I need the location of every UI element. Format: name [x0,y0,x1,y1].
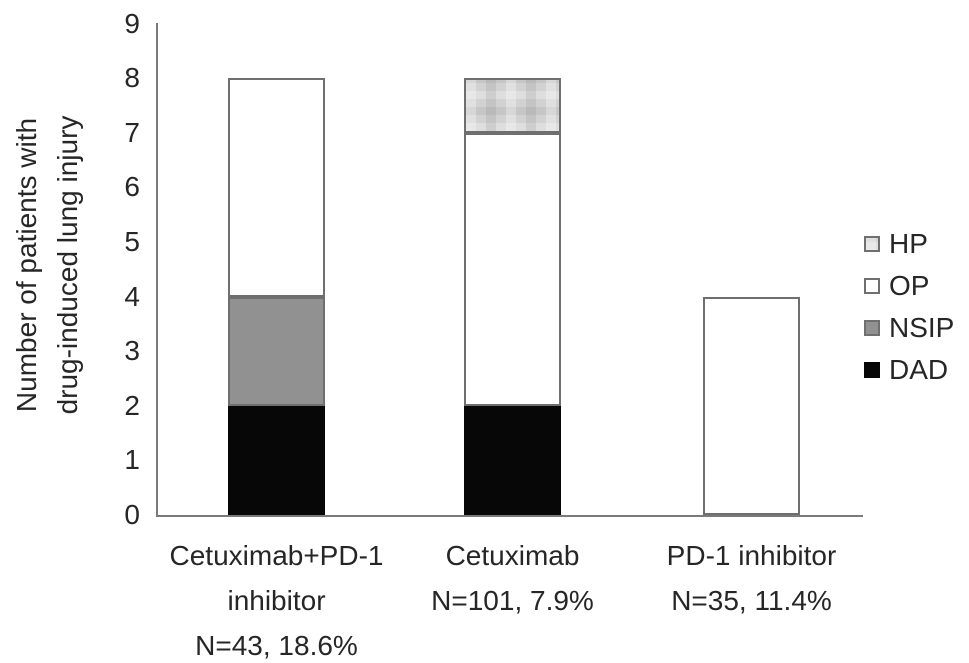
y-tick-label-5: 5 [124,226,140,257]
y-axis-title-line2: drug-induced lung injury [52,115,83,415]
category-label-line: N=43, 18.6% [195,630,358,661]
legend-item-op: OP [864,270,929,302]
category-label-1: Cetuximab N=101, 7.9% [348,533,678,623]
y-axis-title-line1: Number of patients with [11,117,42,413]
bar-segment-op [228,78,325,297]
bar-segment-hp [464,78,561,133]
category-label-0: Cetuximab+PD-1 inhibitor N=43, 18.6% [112,533,442,663]
legend-label: OP [889,270,930,301]
legend-label: DAD [889,354,949,385]
y-axis-line [156,23,158,517]
y-tick-label-0: 0 [124,499,140,530]
bar-segment-dad [464,405,561,515]
y-tick-label-3: 3 [124,335,140,367]
legend-label: NSIP [889,312,955,343]
bar-segment-dad [228,405,325,515]
category-label-line: Cetuximab+PD-1 [169,540,384,571]
legend-swatch-hp [864,236,880,252]
y-tick-label-6: 6 [124,171,140,203]
category-label-line: inhibitor [227,585,326,616]
y-tick-label-1: 1 [124,444,140,476]
y-tick-label-9: 9 [124,7,140,39]
category-label-2: PD-1 inhibitor N=35, 11.4% [587,533,917,623]
legend-item-dad: DAD [864,354,948,386]
legend-label: HP [889,228,928,259]
y-tick-label-8: 8 [124,62,140,94]
legend-item-hp: HP [864,228,928,260]
category-label-line: N=35, 11.4% [671,585,832,616]
category-label-line: N=101, 7.9% [431,585,594,616]
bar-segment-op [703,296,800,515]
bar-segment-nsip [228,296,325,406]
y-tick-label-4: 4 [124,280,140,312]
y-axis-title: Number of patients with drug-induced lun… [6,116,88,415]
legend-swatch-nsip [864,320,880,336]
x-axis-line [156,515,863,517]
category-label-line: PD-1 inhibitor [666,540,837,571]
legend-swatch-dad [864,362,880,378]
y-tick-label-2: 2 [124,389,140,421]
bar-segment-op [464,132,561,406]
legend-item-nsip: NSIP [864,312,954,344]
legend-swatch-op [864,278,880,294]
category-label-line: Cetuximab [445,540,580,571]
y-tick-label-7: 7 [124,116,140,148]
